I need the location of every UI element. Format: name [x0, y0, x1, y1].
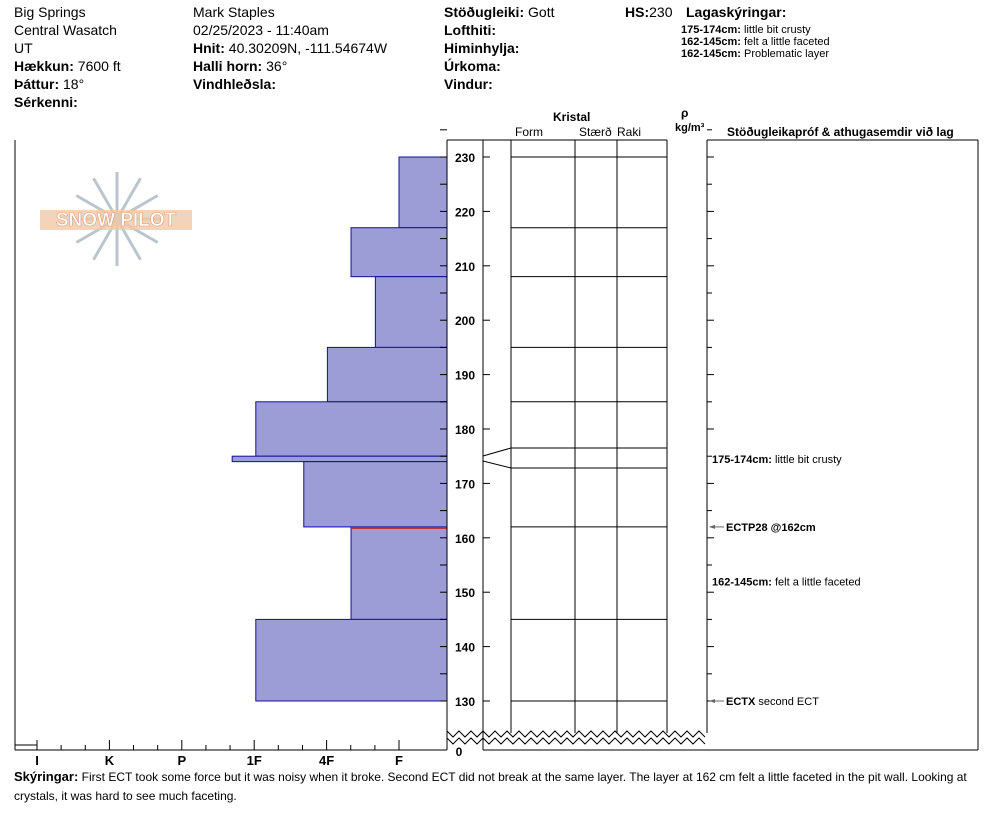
- tests-header: Stöðugleikapróf & athugasemdir við lag: [727, 125, 954, 139]
- layer-connector: [482, 447, 512, 457]
- datetime: 02/25/2023 - 11:40am: [193, 22, 329, 38]
- state: UT: [14, 40, 33, 56]
- crystal-header: Kristal: [553, 110, 591, 124]
- test-annotation: 175-174cm: little bit crusty: [712, 454, 842, 466]
- snow-height: HS:230: [625, 4, 673, 20]
- depth-label: 230: [455, 151, 475, 165]
- hardness-label: I: [35, 753, 39, 768]
- layer-note: 175-174cm: little bit crusty: [681, 24, 811, 36]
- depth-label: 140: [455, 641, 475, 655]
- layer-notes-label: Lagaskýringar:: [686, 4, 787, 20]
- features-label: Sérkenni:: [14, 94, 78, 110]
- hardness-layer-bar: [398, 156, 448, 229]
- depth-label: 180: [455, 423, 475, 437]
- arrow-head-icon: [709, 524, 715, 529]
- hardness-layer-bar: [255, 401, 448, 457]
- depth-label: 130: [455, 695, 475, 709]
- hardness-label: P: [177, 753, 186, 768]
- logo-band: [40, 210, 192, 230]
- hardness-layer-bar: [303, 461, 448, 528]
- scale-break-zigzag: [446, 730, 706, 738]
- elevation: Hækkun: 7600 ft: [14, 58, 121, 74]
- depth-label: 220: [455, 205, 475, 219]
- scale-break-zigzag: [446, 737, 706, 745]
- hardness-layer-bar: [326, 346, 448, 403]
- hardness-label: 1F: [247, 753, 262, 768]
- form-header: Form: [515, 125, 543, 139]
- hardness-label: F: [395, 753, 403, 768]
- test-annotation: ECTX second ECT: [726, 696, 819, 708]
- depth-label: 200: [455, 314, 475, 328]
- hardness-label: K: [105, 753, 115, 768]
- depth-label: 210: [455, 260, 475, 274]
- air-temp-label: Lofthiti:: [444, 22, 497, 38]
- hardness-layer-bar: [231, 455, 448, 463]
- logo-text: SNOW PILOT: [56, 210, 177, 231]
- size-header: Stærð: [579, 125, 612, 139]
- test-annotation: ECTP28 @162cm: [726, 522, 816, 534]
- hardness-layer-bar: [255, 618, 448, 702]
- depth-label: 160: [455, 532, 475, 546]
- layer-connector: [482, 460, 512, 469]
- sky-label: Himinhylja:: [444, 40, 520, 56]
- layer-note: 162-145cm: Problematic layer: [681, 48, 829, 60]
- wind-loading-label: Vindhleðsla:: [193, 76, 276, 92]
- layer-note: 162-145cm: felt a little faceted: [681, 36, 830, 48]
- observer: Mark Staples: [193, 4, 275, 20]
- hardness-label: 4F: [319, 753, 334, 768]
- location: Big Springs: [14, 4, 86, 20]
- hardness-layer-bar: [350, 526, 448, 620]
- range: Central Wasatch: [14, 22, 117, 38]
- test-annotation: 162-145cm: felt a little faceted: [712, 576, 861, 588]
- aspect: Þáttur: 18°: [14, 76, 85, 92]
- stability: Stöðugleiki: Gott: [444, 4, 555, 20]
- moisture-header: Raki: [617, 125, 642, 139]
- hardness-layer-bar: [350, 227, 448, 278]
- arrow-head-icon: [709, 699, 715, 703]
- coordinates: Hnit: 40.30209N, -111.54674W: [193, 40, 388, 56]
- density-unit: kg/m³: [675, 122, 705, 134]
- depth-zero-label: 0: [456, 745, 463, 759]
- precip-label: Úrkoma:: [444, 58, 501, 74]
- hardness-layer-bar: [374, 276, 448, 348]
- slope: Halli horn: 36°: [193, 58, 288, 74]
- comments: Skýringar: First ECT took some force but…: [14, 769, 967, 803]
- depth-label: 150: [455, 586, 475, 600]
- density-symbol: ρ: [681, 106, 689, 120]
- depth-label: 170: [455, 477, 475, 491]
- wind-label: Vindur:: [444, 76, 493, 92]
- depth-label: 190: [455, 369, 475, 383]
